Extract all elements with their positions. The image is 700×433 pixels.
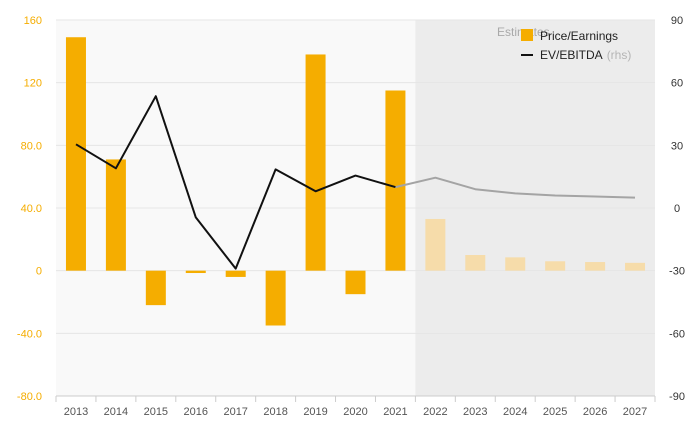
bar-price-earnings-2025 [545,261,566,271]
x-tick-label: 2020 [343,406,367,418]
y-right-tick-label: -90 [669,391,685,403]
y-left-tick-label: 80.0 [21,140,42,152]
x-tick-label: 2018 [263,406,287,418]
bar-series [65,37,646,326]
x-tick-label: 2025 [543,406,567,418]
legend-ev-ebitda-label: EV/EBITDA (rhs) [540,48,631,62]
x-tick-label: 2019 [303,406,327,418]
y-right-tick-label: 60 [671,78,683,90]
bar-price-earnings-2027 [625,262,646,271]
bar-price-earnings-2013 [65,37,86,271]
bar-price-earnings-2019 [305,54,326,271]
bar-price-earnings-2020 [345,270,366,295]
x-tick-label: 2016 [184,406,208,418]
y-left-tick-label: -80.0 [17,391,42,403]
x-tick-label: 2017 [223,406,247,418]
line-ev-ebitda-actual [75,95,396,270]
legend-ev-ebitda-name: EV/EBITDA [540,48,603,62]
y-right-tick-label: -60 [669,328,685,340]
x-tick-label: 2022 [423,406,447,418]
line-series [75,95,636,270]
bar-price-earnings-2015 [145,270,166,306]
legend-bar-swatch [521,29,533,41]
y-right-tick-label: 90 [671,15,683,27]
x-tick-label: 2015 [144,406,168,418]
bar-price-earnings-2023 [465,255,486,271]
bar-price-earnings-2022 [425,218,446,271]
x-tick-label: 2024 [503,406,527,418]
bar-price-earnings-2014 [105,159,126,271]
x-tick-label: 2027 [623,406,647,418]
bar-price-earnings-2024 [505,257,526,271]
x-tick-label: 2013 [64,406,88,418]
bar-price-earnings-2017 [225,270,246,277]
legend: Estimates Price/Earnings EV/EBITDA(rhs) [497,25,631,62]
x-tick-label: 2023 [463,406,487,418]
y-left-tick-label: 0 [36,266,42,278]
y-left-tick-label: -40.0 [17,328,42,340]
y-right-tick-label: 30 [671,140,683,152]
bar-price-earnings-2026 [585,262,606,271]
legend-price-earnings-label: Price/Earnings [540,29,618,43]
x-tick-label: 2021 [383,406,407,418]
line-ev-ebitda-estimates [395,176,636,199]
y-right-tick-label: 0 [674,203,680,215]
x-tick-label: 2026 [583,406,607,418]
x-tick-label: 2014 [104,406,128,418]
bar-price-earnings-2018 [265,270,286,326]
axes: 160 120 80.0 40.0 0 -40.0 -80.0 90 60 30 0 -30 -60 -9… [17,15,685,418]
y-left-tick-label: 160 [24,15,42,27]
bar-price-earnings-2021 [385,90,406,271]
legend-rhs-note: (rhs) [607,48,632,62]
y-left-tick-label: 120 [24,78,42,90]
y-left-tick-label: 40.0 [21,203,42,215]
y-right-tick-label: -30 [669,266,685,278]
bar-price-earnings-2016 [185,270,206,274]
